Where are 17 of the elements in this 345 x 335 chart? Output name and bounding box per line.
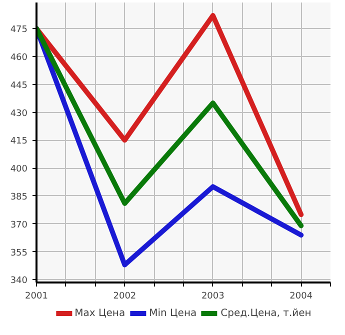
y-tick-label: 340 <box>10 276 28 286</box>
y-tick-label: 370 <box>10 220 28 230</box>
y-tick-label: 415 <box>10 136 28 147</box>
legend-label: Сред.Цена, т.йен <box>220 308 312 318</box>
legend-label: Max Цена <box>74 308 126 318</box>
y-tick-label: 355 <box>10 248 28 258</box>
legend-label: Min Цена <box>149 308 197 318</box>
y-tick-label: 475 <box>10 25 28 36</box>
y-tick-label: 385 <box>10 192 28 202</box>
y-tick-label: 460 <box>10 52 28 63</box>
x-tick-label: 2001 <box>25 292 48 302</box>
x-tick-label: 2004 <box>290 292 313 302</box>
x-tick-label: 2002 <box>113 292 136 302</box>
y-tick-label: 430 <box>10 108 28 119</box>
y-tick-label: 445 <box>10 80 28 91</box>
x-tick-label: 2003 <box>201 292 224 302</box>
y-tick-label: 400 <box>10 164 28 175</box>
